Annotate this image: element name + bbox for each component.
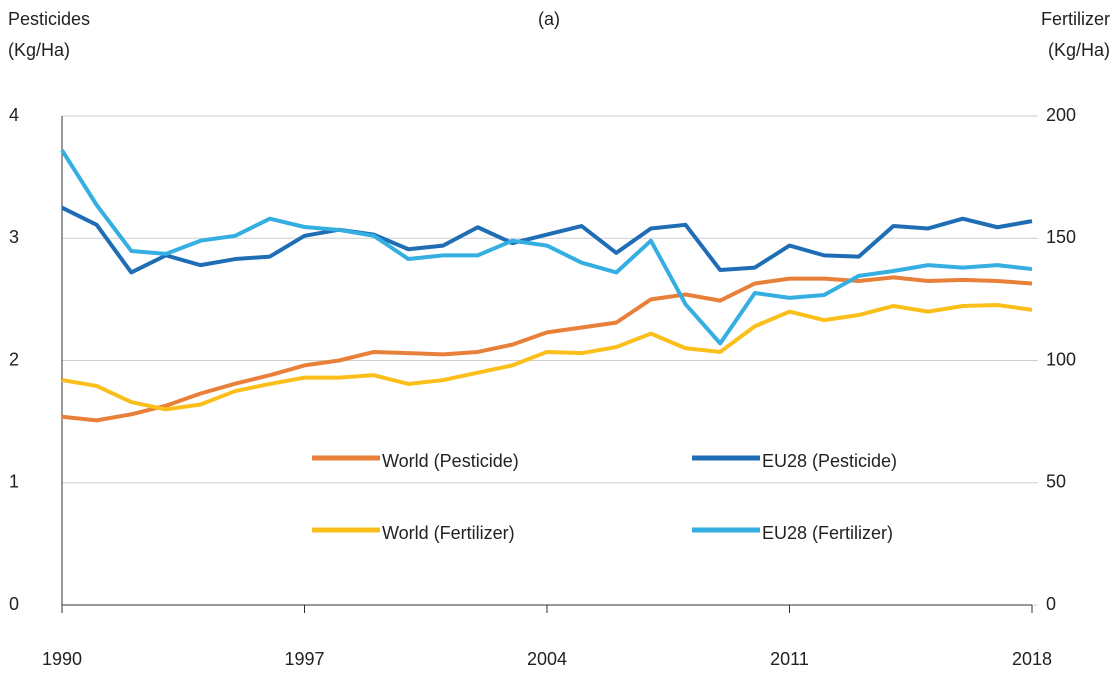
- y-axis-label: (Kg/Ha): [8, 40, 70, 60]
- y2-tick-label: 0: [1046, 594, 1056, 614]
- y2-tick-label: 200: [1046, 105, 1076, 125]
- y2-tick-label: 50: [1046, 472, 1066, 492]
- x-tick-label: 2018: [1012, 649, 1052, 669]
- line-series: [61, 302, 1033, 412]
- y2-tick-label: 150: [1046, 227, 1076, 247]
- y-tick-label: 1: [9, 472, 19, 492]
- legend-label: EU28 (Fertilizer): [762, 523, 893, 543]
- x-tick-label: 1997: [284, 649, 324, 669]
- y2-axis-label: (Kg/Ha): [1048, 40, 1110, 60]
- y-tick-label: 3: [9, 227, 19, 247]
- legend-label: World (Pesticide): [382, 451, 519, 471]
- line-series: [61, 205, 1033, 275]
- y2-tick-label: 100: [1046, 349, 1076, 369]
- y-tick-label: 2: [9, 349, 19, 369]
- line-series: [61, 275, 1033, 423]
- chart-title: (a): [538, 9, 560, 29]
- y2-axis-label: Fertilizer: [1041, 9, 1110, 29]
- legend-label: EU28 (Pesticide): [762, 451, 897, 471]
- y-axis-label: Pesticides: [8, 9, 90, 29]
- legend-label: World (Fertilizer): [382, 523, 515, 543]
- line-series: [60, 149, 1033, 346]
- x-tick-label: 2011: [770, 649, 809, 669]
- x-tick-label: 1990: [42, 649, 82, 669]
- x-tick-label: 2004: [527, 649, 567, 669]
- y-tick-label: 0: [9, 594, 19, 614]
- y-tick-label: 4: [9, 105, 19, 125]
